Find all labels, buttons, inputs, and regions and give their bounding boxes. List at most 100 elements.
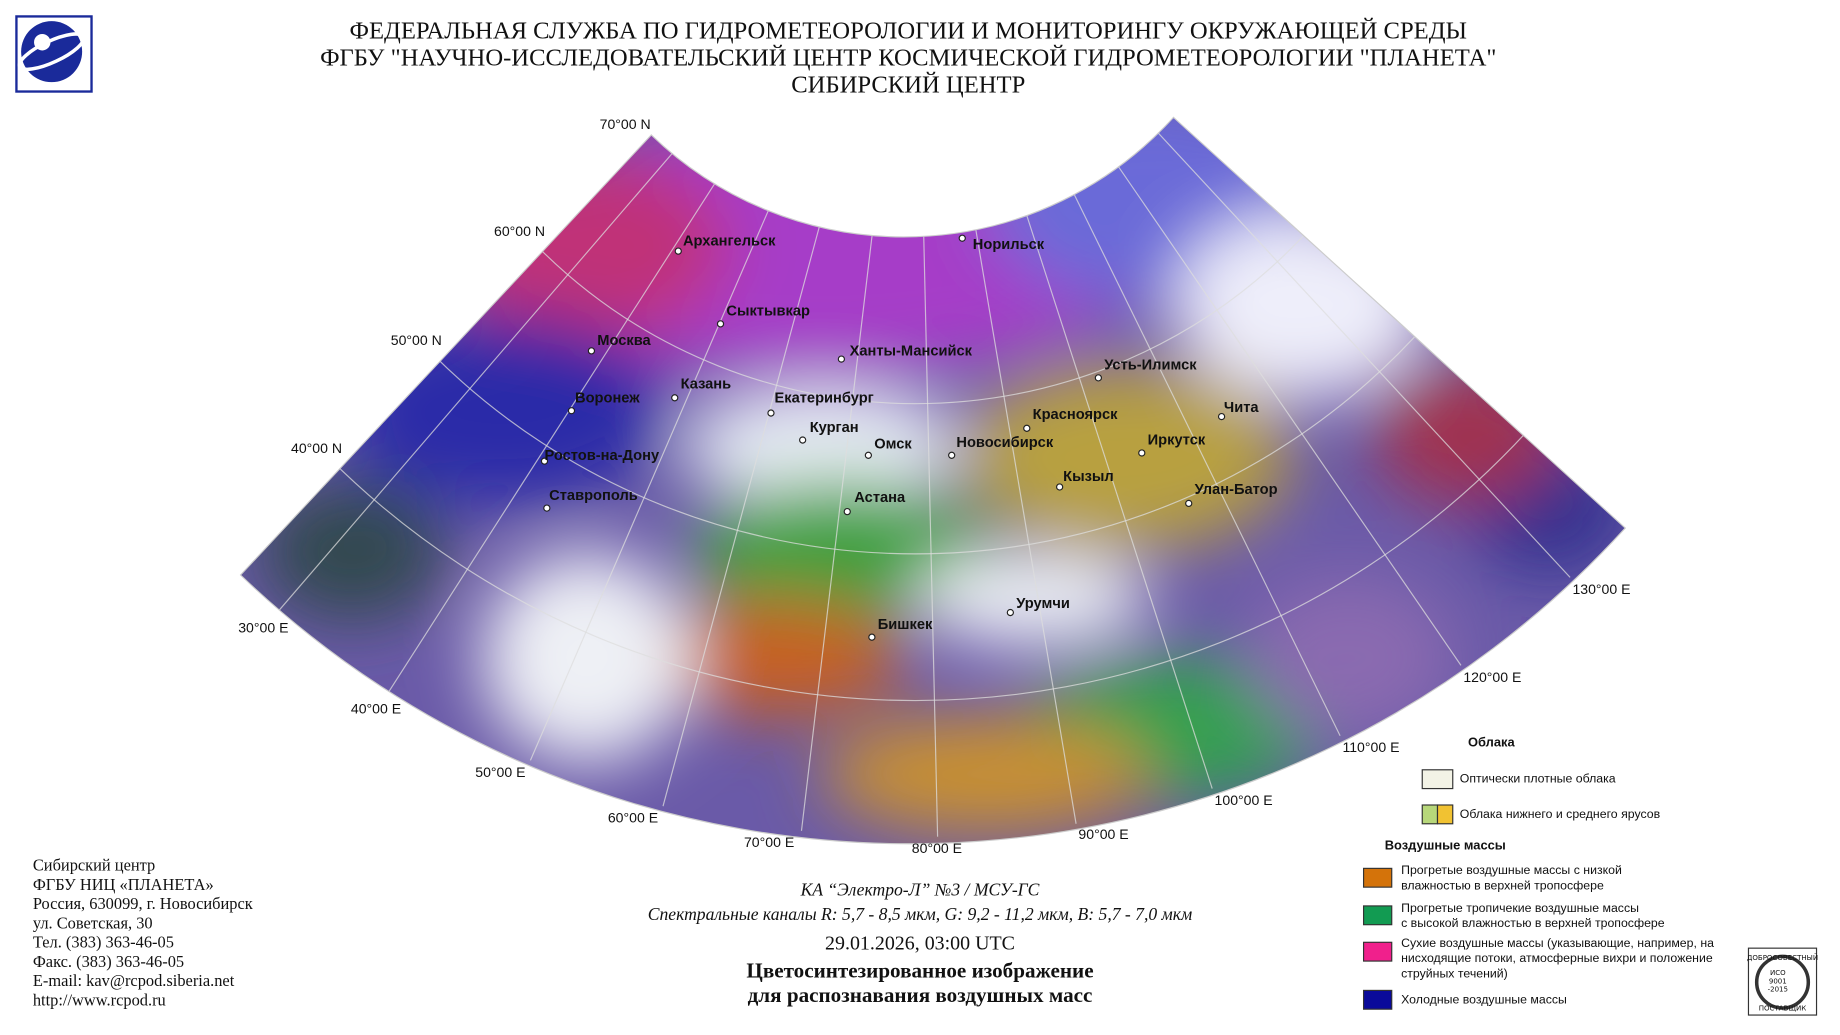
legend-swatch [1436, 804, 1454, 825]
legend-text: Оптически плотные облака [1460, 772, 1616, 786]
address-line: ФГБУ НИЦ «ПЛАНЕТА» [33, 875, 214, 894]
city-label: Курган [810, 420, 859, 436]
meridian-label: 60°00 E [608, 810, 658, 826]
city-label: Москва [597, 333, 651, 349]
parallel-label: 50°00 N [391, 332, 442, 348]
caption-channels: Спектральные каналы R: 5,7 - 8,5 мкм, G:… [648, 904, 1192, 924]
city-label: Новосибирск [956, 435, 1053, 451]
city-label: Ставрополь [549, 488, 638, 504]
meridian-label: 50°00 E [475, 764, 525, 780]
address-line: Факс. (383) 363-46-05 [33, 952, 184, 971]
city-dot [674, 247, 682, 255]
header-line: ФЕДЕРАЛЬНАЯ СЛУЖБА ПО ГИДРОМЕТЕОРОЛОГИИ … [350, 17, 1467, 45]
badge-text: ИСО [1770, 968, 1786, 977]
city-dot [671, 394, 679, 402]
caption-datetime: 29.01.2026, 03:00 UTC [825, 932, 1015, 954]
city-label: Иркутск [1148, 433, 1206, 449]
header-line: ФГБУ "НАУЧНО-ИССЛЕДОВАТЕЛЬСКИЙ ЦЕНТР КОС… [320, 44, 1496, 72]
parallel-label: 60°00 N [494, 223, 545, 239]
meridian-label: 130°00 E [1572, 581, 1630, 597]
legend-swatch [1362, 867, 1393, 888]
legend-text: с высокой влажностью в верхней тропосфер… [1401, 916, 1665, 930]
legend-text: Холодные воздушные массы [1401, 992, 1567, 1006]
address-line: Сибирский центр [33, 856, 155, 875]
city-dot [948, 451, 956, 459]
city-dot [837, 355, 846, 363]
city-dot [958, 234, 966, 242]
logo [15, 15, 93, 93]
city-label: Ханты-Мансийск [850, 344, 973, 360]
badge-text: -2015 [1768, 985, 1788, 994]
city-dot [864, 451, 873, 459]
city-dot [1023, 424, 1031, 432]
city-dot [1056, 483, 1064, 491]
legend-text: струйных течений) [1401, 966, 1508, 980]
city-label: Усть-Илимск [1104, 358, 1197, 374]
legend-text: Сухие воздушные массы (указывающие, напр… [1401, 936, 1714, 950]
address-line: ул. Советская, 30 [33, 913, 153, 932]
city-label: Ростов-на-Дону [544, 448, 659, 464]
city-dot [567, 407, 576, 415]
city-dot [1138, 449, 1146, 457]
city-dot [540, 457, 549, 465]
meridian-label: 100°00 E [1215, 792, 1273, 808]
city-dot [1217, 412, 1226, 421]
address-line: E-mail: kav@rcpod.siberia.net [33, 971, 235, 990]
legend-swatch [1362, 989, 1393, 1010]
badge-text: ДОБРОСОВЕСТНЫЙ [1747, 953, 1818, 962]
city-label: Красноярск [1033, 407, 1118, 423]
header-line: СИБИРСКИЙ ЦЕНТР [791, 71, 1025, 99]
caption-satellite: КА “Электро-Л” №3 / МСУ-ГС [800, 879, 1040, 899]
legend-text: Прогретые воздушные массы с низкой [1401, 863, 1622, 877]
parallel-label: 70°00 N [600, 116, 651, 132]
city-dot [1185, 499, 1193, 508]
city-label: Кызыл [1063, 469, 1114, 485]
city-dot [868, 633, 876, 641]
caption-title: для распознавания воздушных масс [748, 983, 1093, 1007]
city-dot [1094, 374, 1103, 382]
city-label: Екатеринбург [774, 390, 873, 406]
city-label: Чита [1224, 400, 1259, 416]
meridian-label: 70°00 E [744, 834, 794, 850]
address-line: http://www.rcpod.ru [33, 990, 166, 1009]
city-label: Казань [681, 376, 732, 392]
legend-swatch [1362, 941, 1393, 962]
city-label: Воронеж [575, 390, 640, 406]
address-line: Россия, 630099, г. Новосибирск [33, 894, 253, 913]
city-dot [716, 320, 725, 328]
city-label: Архангельск [683, 233, 776, 249]
legend-text: нисходящие потоки, атмосферные вихри и п… [1401, 951, 1713, 965]
graticule [240, 117, 1626, 837]
legend-title: Облака [1468, 734, 1515, 749]
city-dot [543, 504, 551, 512]
city-label: Бишкек [878, 617, 933, 633]
meridian-label: 90°00 E [1078, 826, 1128, 842]
city-label: Урумчи [1016, 596, 1070, 612]
city-dot [843, 507, 851, 516]
address-line: Тел. (383) 363-46-05 [33, 933, 174, 952]
city-label: Омск [874, 436, 912, 452]
legend-swatch [1362, 905, 1393, 926]
legend-text: Облака нижнего и среднего ярусов [1460, 807, 1660, 821]
badge-text: 9001 [1769, 976, 1787, 985]
city-dot [587, 347, 596, 355]
meridian-label: 120°00 E [1463, 669, 1521, 685]
city-label: Норильск [973, 237, 1045, 253]
meridian-label: 110°00 E [1342, 739, 1399, 755]
meridian-label: 30°00 E [238, 619, 288, 635]
cities: Архангельск Сыктывкар Москва Ханты-Мансийск… [540, 233, 1278, 641]
city-dot [1006, 608, 1014, 617]
iso-badge: ДОБРОСОВЕСТНЫЙ ИСО 9001 -2015 ПОСТАВЩИК [1747, 947, 1818, 1016]
map-frame [239, 116, 1627, 845]
city-dot [799, 436, 807, 444]
legend-title: Воздушные массы [1385, 838, 1506, 853]
legend-swatch [1421, 804, 1439, 825]
legend-text: Прогретые тропичекие воздушные массы [1401, 901, 1639, 915]
legend-swatch [1421, 769, 1454, 790]
parallel-label: 40°00 N [291, 440, 342, 456]
city-dot [767, 409, 775, 417]
meridian-label: 40°00 E [351, 700, 401, 716]
meridian-label: 80°00 E [912, 840, 962, 856]
